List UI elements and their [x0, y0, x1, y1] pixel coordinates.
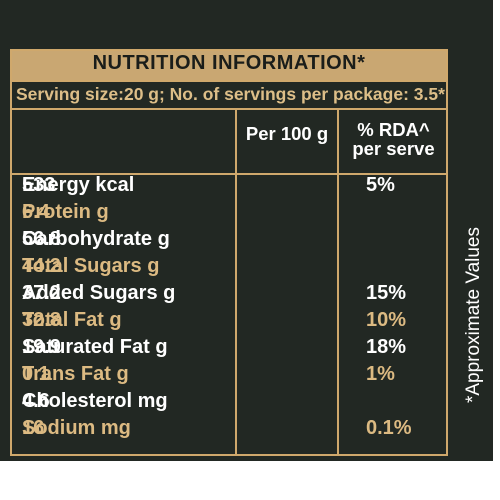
per-100g-value: 56.8 — [22, 228, 61, 250]
nutrient-row: Sodium mg 16 0.1% — [22, 415, 412, 442]
rda-value: 10% — [366, 309, 407, 331]
nutrient-label: Protein g — [22, 201, 109, 223]
nutrient-row: Cholesterol mg 4.6 — [22, 388, 168, 415]
rda-value: 5% — [366, 174, 395, 196]
nutrient-row: Saturated Fat g 19.9 18% — [22, 334, 406, 361]
approximate-values-note: *Approximate Values — [463, 226, 484, 404]
per-100g-value: 4.6 — [22, 390, 50, 412]
nutrient-row: Total Fat g 32.8 10% — [22, 307, 406, 334]
nutrient-label: Trans Fat g — [22, 363, 129, 385]
column-header-rda-line2: per serve — [352, 138, 435, 159]
title-bar — [10, 49, 448, 80]
nutrient-label: Total Sugars g — [22, 255, 160, 277]
nutrient-label: Total Fat g — [22, 309, 122, 331]
per-100g-value: 6.4 — [22, 201, 50, 223]
header-divider — [10, 173, 448, 175]
rda-value: 0.1% — [366, 417, 412, 439]
column-divider-1 — [235, 110, 237, 456]
rda-value: 1% — [366, 363, 395, 385]
nutrient-row: Total Sugars g 44.2 — [22, 253, 159, 280]
nutrient-row: Added Sugars g 37.2 15% — [22, 280, 406, 307]
nutrient-label: Sodium mg — [22, 417, 131, 439]
per-100g-value: 44.2 — [22, 255, 61, 277]
nutrient-label: Carbohydrate g — [22, 228, 170, 250]
column-header-rda: % RDA^ per serve — [339, 120, 448, 158]
per-100g-value: 533 — [22, 174, 56, 196]
column-header-per-100g: Per 100 g — [245, 123, 329, 144]
per-100g-value: 32.8 — [22, 309, 61, 331]
nutrient-label: Saturated Fat g — [22, 336, 168, 358]
column-header-rda-line1: % RDA^ — [357, 119, 430, 140]
nutrient-row: Carbohydrate g 56.8 — [22, 226, 170, 253]
nutrient-row: Energy kcal 533 5% — [22, 172, 395, 199]
per-100g-value: 16 — [22, 417, 45, 439]
rda-value: 15% — [366, 282, 407, 304]
column-divider-2 — [337, 110, 339, 456]
nutrient-row: Trans Fat g 0.1 1% — [22, 361, 395, 388]
nutrient-row: Protein g 6.4 — [22, 199, 109, 226]
per-100g-value: 0.1 — [22, 363, 50, 385]
serving-info: Serving size:20 g; No. of servings per p… — [16, 84, 445, 104]
nutrient-label: Energy kcal — [22, 174, 135, 196]
rda-value: 18% — [366, 336, 407, 358]
side-note-container: *Approximate Values — [456, 180, 492, 450]
nutrition-title: NUTRITION INFORMATION* — [92, 52, 366, 74]
per-100g-value: 19.9 — [22, 336, 61, 358]
serving-bar — [10, 80, 448, 110]
nutrition-table-border — [10, 49, 448, 456]
nutrient-label: Added Sugars g — [22, 282, 176, 304]
per-100g-value: 37.2 — [22, 282, 61, 304]
nutrient-label: Cholesterol mg — [22, 390, 168, 412]
